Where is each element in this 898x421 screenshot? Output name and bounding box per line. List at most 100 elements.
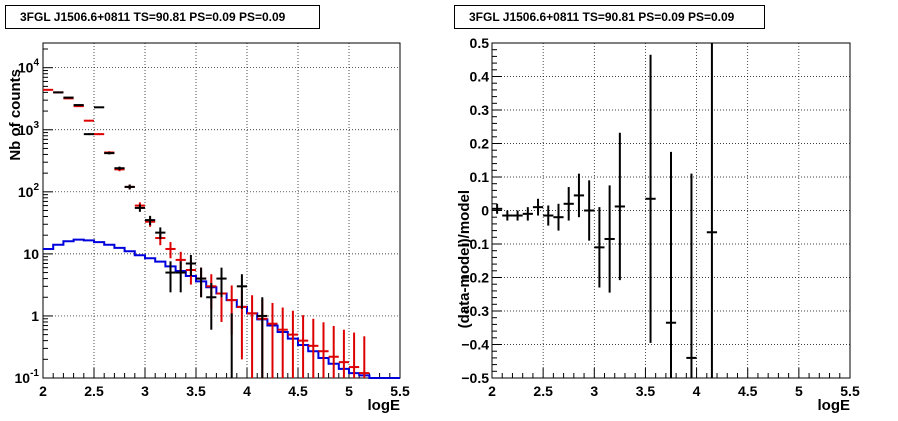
- model-point: [318, 322, 329, 378]
- data-point: [104, 151, 115, 155]
- right-y-axis-label: (data-model)/model: [456, 190, 473, 328]
- model-point: [165, 242, 176, 259]
- right-y-tick-label: 0.4: [470, 69, 490, 85]
- data-point: [134, 204, 145, 212]
- right-plot-title: 3FGL J1506.6+0811 TS=90.81 PS=0.09 PS=0.…: [454, 5, 765, 29]
- source-model-histogram: [43, 238, 400, 379]
- right-y-tick-label: 0.1: [470, 169, 490, 185]
- model-point: [267, 302, 278, 378]
- left-x-tick-label: 5: [345, 383, 353, 399]
- right-x-tick-label: 3: [590, 383, 598, 399]
- right-y-tick-label: −0.1: [461, 236, 489, 252]
- model-point: [83, 119, 94, 122]
- residual-point: [584, 180, 595, 241]
- residual-point: [614, 132, 625, 281]
- residual-point: [492, 203, 503, 214]
- left-y-tick-label: 1: [31, 308, 39, 324]
- y-tick-base: 10: [18, 122, 34, 138]
- left-x-tick-label: 3: [141, 383, 149, 399]
- residual-point: [686, 173, 697, 378]
- y-tick-base: 10: [23, 246, 39, 262]
- left-x-tick-label: 4: [243, 383, 251, 399]
- residual-point: [665, 151, 677, 378]
- y-tick-exponent: -1: [30, 368, 39, 379]
- left-y-axis-label: Nb of counts: [7, 69, 24, 161]
- model-point: [247, 295, 258, 378]
- model-point: [94, 133, 105, 136]
- left-x-tick-label: 4.5: [288, 383, 308, 399]
- y-tick-base: 10: [18, 60, 34, 76]
- data-point: [216, 267, 227, 298]
- model-point: [298, 315, 309, 378]
- right-x-tick-label: 3.5: [636, 383, 656, 399]
- left-x-axis-label: logE: [368, 397, 401, 414]
- left-y-tick-label: 104: [18, 58, 40, 76]
- residual-point: [522, 207, 533, 221]
- right-x-axis-label: logE: [818, 397, 851, 414]
- left-x-tick-label: 3.5: [186, 383, 206, 399]
- data-point: [175, 261, 186, 293]
- right-y-tick-label: 0: [481, 203, 489, 219]
- right-y-tick-label: 0.2: [470, 136, 490, 152]
- left-y-tick-label: 102: [18, 182, 40, 200]
- left-x-tick-label: 2: [39, 383, 47, 399]
- data-point: [73, 104, 84, 107]
- right-x-tick-label: 5: [795, 383, 803, 399]
- residual-point: [532, 198, 544, 216]
- model-point: [349, 332, 360, 378]
- data-point: [155, 227, 166, 240]
- data-point: [196, 267, 207, 298]
- residual-point: [706, 43, 718, 378]
- residual-point: [604, 185, 615, 293]
- right-x-tick-label: 2: [488, 383, 496, 399]
- y-tick-base: 1: [31, 308, 39, 324]
- right-y-tick-label: −0.3: [461, 303, 489, 319]
- data-point: [185, 254, 196, 277]
- data-point: [124, 184, 135, 190]
- left-y-tick-label: 10-1: [15, 368, 40, 386]
- data-point: [94, 106, 105, 109]
- right-y-tick-label: −0.2: [461, 270, 489, 286]
- residual-point: [645, 54, 656, 343]
- data-point: [145, 215, 156, 226]
- data-point: [257, 297, 268, 378]
- model-point: [328, 325, 339, 378]
- model-point: [308, 318, 319, 378]
- residual-point: [512, 210, 523, 221]
- residual-point: [502, 210, 513, 221]
- left-y-tick-label: 10: [23, 246, 39, 262]
- data-point: [63, 96, 74, 99]
- y-tick-base: 10: [18, 184, 34, 200]
- data-point: [236, 274, 247, 309]
- right-y-tick-label: 0.5: [470, 35, 490, 51]
- y-tick-exponent: 3: [33, 120, 39, 131]
- right-y-tick-label: 0.3: [470, 102, 490, 118]
- right-x-tick-label: 5.5: [840, 383, 860, 399]
- y-tick-exponent: 4: [33, 58, 39, 69]
- model-point: [359, 336, 370, 378]
- right-x-tick-label: 2.5: [533, 383, 553, 399]
- y-tick-base: 10: [15, 370, 31, 386]
- right-y-tick-label: −0.4: [461, 337, 489, 353]
- y-tick-exponent: 2: [33, 182, 39, 193]
- right-x-tick-label: 4: [693, 383, 701, 399]
- residual-point: [563, 187, 574, 221]
- right-x-tick-label: 4.5: [738, 383, 758, 399]
- residual-point: [553, 203, 564, 231]
- left-x-tick-label: 5.5: [390, 383, 410, 399]
- residual-point: [573, 173, 585, 218]
- data-point: [83, 133, 94, 136]
- data-point: [165, 261, 176, 293]
- left-plot-title: 3FGL J1506.6+0811 TS=90.81 PS=0.09 PS=0.…: [5, 5, 320, 29]
- model-point: [43, 88, 54, 91]
- model-point: [287, 310, 298, 378]
- left-y-tick-label: 103: [18, 120, 40, 138]
- left-plot-frame: [42, 42, 401, 379]
- data-point: [114, 166, 125, 170]
- model-point: [277, 307, 288, 378]
- right-y-tick-label: −0.5: [461, 370, 489, 386]
- model-point: [338, 329, 349, 378]
- data-point: [206, 282, 217, 330]
- data-point: [53, 91, 64, 94]
